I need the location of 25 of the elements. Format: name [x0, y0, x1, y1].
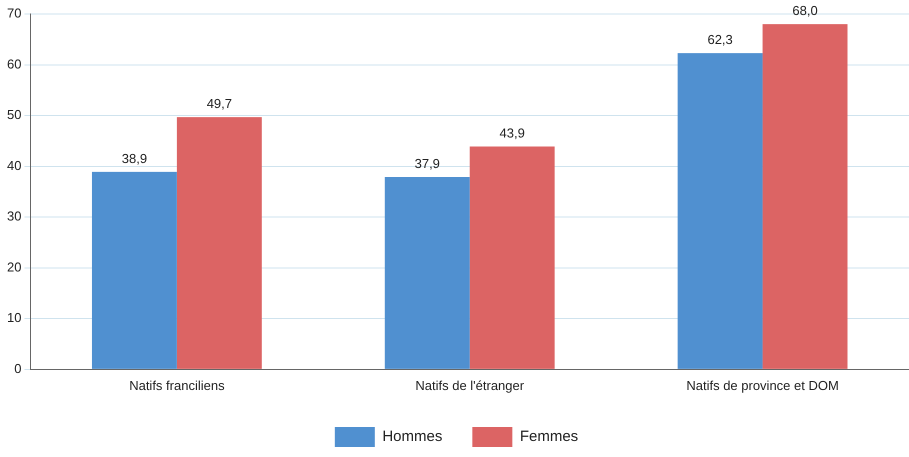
y-tick-label: 70: [6, 6, 22, 21]
bar: [470, 146, 555, 369]
y-tick-label: 50: [6, 107, 22, 122]
data-label: 62,3: [707, 32, 733, 48]
legend-label: Femmes: [520, 428, 578, 446]
data-label: 49,7: [206, 96, 232, 112]
bar: [384, 176, 470, 369]
x-tick-label: Natifs de l'étranger: [415, 378, 525, 393]
y-tick-label: 20: [6, 259, 22, 274]
y-tick-label: 60: [6, 56, 22, 72]
data-label: 43,9: [500, 126, 525, 141]
bar: [678, 53, 763, 369]
bar: [762, 24, 848, 369]
legend-label: Hommes: [382, 428, 442, 446]
data-label: 38,9: [122, 150, 148, 166]
bar: [176, 117, 262, 369]
bar: [92, 172, 177, 369]
data-label: 68,0: [792, 3, 818, 18]
y-tick-label: 10: [6, 310, 22, 326]
y-tick-label: 40: [6, 158, 22, 173]
y-tick-label: 0: [14, 360, 22, 376]
x-tick-label: Natifs de province et DOM: [686, 378, 839, 393]
x-tick-label: Natifs franciliens: [129, 378, 226, 393]
data-label: 37,9: [414, 156, 440, 172]
y-tick-label: 30: [6, 208, 22, 224]
